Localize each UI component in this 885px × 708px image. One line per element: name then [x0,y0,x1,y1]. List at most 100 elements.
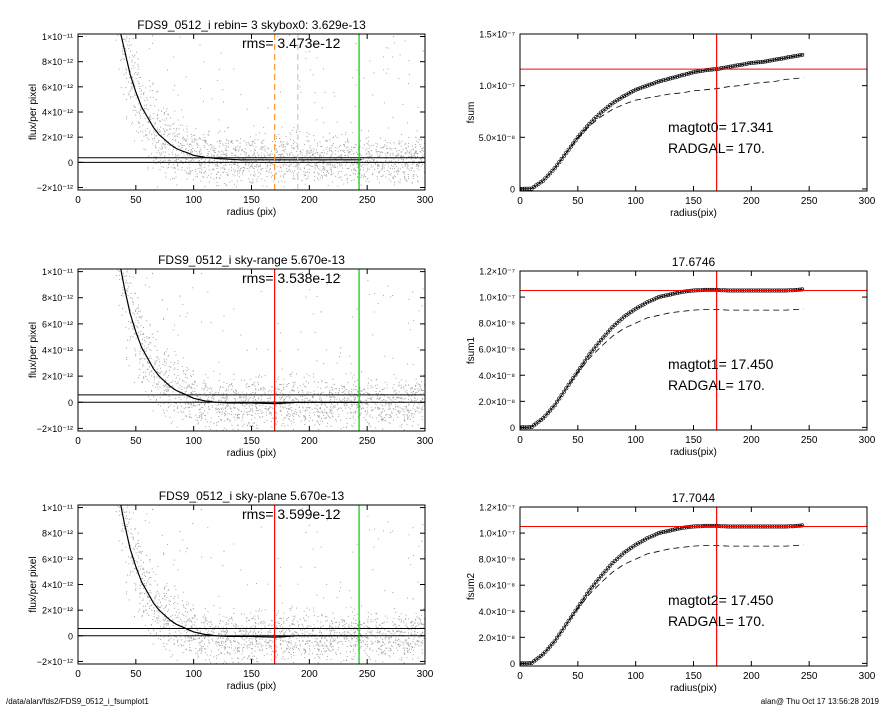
scatter-point [334,165,336,167]
scatter-point [203,388,205,390]
x-tick-label: 150 [243,436,260,447]
scatter-point [269,169,271,171]
scatter-point [292,413,294,414]
scatter-point [344,155,346,157]
scatter-point [158,358,160,360]
scatter-point [122,58,124,60]
scatter-point [135,114,137,116]
fsum-point [543,176,548,181]
scatter-point [339,164,341,166]
scatter-point [353,374,355,376]
scatter-point [177,408,178,409]
scatter-point [304,385,305,387]
scatter-point [262,411,264,413]
scatter-point [174,367,176,369]
scatter-point [169,128,170,130]
scatter-point [421,148,423,149]
scatter-point [349,355,350,357]
scatter-point [283,417,285,419]
scatter-point [423,147,425,149]
scatter-point [335,150,337,151]
scatter-point [238,414,240,415]
scatter-point [336,398,338,400]
scatter-point [414,409,416,411]
scatter-point [227,413,229,415]
scatter-point [179,295,181,297]
scatter-point [411,395,413,397]
scatter-point [156,127,158,129]
scatter-point [100,2,101,3]
scatter-point [125,87,127,89]
scatter-point [323,414,325,416]
scatter-point [97,12,98,13]
scatter-point [289,165,291,167]
scatter-point [243,151,245,152]
scatter-point [380,412,382,414]
scatter-point [380,419,382,420]
scatter-point [261,376,263,378]
scatter-point [103,4,104,5]
scatter-point [207,152,209,154]
scatter-point [296,173,298,175]
scatter-point [418,161,420,162]
y-tick-label: 4.0×10⁻⁸ [479,371,516,381]
scatter-point [108,86,109,87]
scatter-point [252,383,254,385]
scatter-point [258,383,259,385]
scatter-point [330,417,332,419]
scatter-point [145,391,147,393]
scatter-point [233,392,235,393]
scatter-point [279,332,281,334]
scatter-point [245,152,247,154]
scatter-point [124,58,125,60]
scatter-point [181,412,183,413]
scatter-point [237,418,239,420]
scatter-point [394,156,396,158]
scatter-point [174,110,176,112]
scatter-point [202,155,204,157]
scatter-point [242,157,244,159]
scatter-point [420,408,422,410]
scatter-point [152,42,153,44]
scatter-point [185,316,187,318]
scatter-point [292,389,294,391]
scatter-point [411,167,413,169]
scatter-point [366,160,368,162]
scatter-point [322,161,324,163]
scatter-point [124,54,126,56]
scatter-point [220,156,222,158]
scatter-point [235,146,237,148]
scatter-point [136,130,138,132]
scatter-point [152,143,154,145]
scatter-point [349,165,351,167]
scatter-point [192,150,194,152]
scatter-point [186,143,188,145]
scatter-point [172,391,174,393]
fsum-point [663,293,668,298]
scatter-point [326,153,328,155]
scatter-point [281,126,283,128]
scatter-point [237,164,239,166]
scatter-point [263,421,265,423]
scatter-point [297,400,299,402]
scatter-point [286,164,288,166]
scatter-point [208,174,210,176]
scatter-point [157,129,159,131]
scatter-point [380,152,381,154]
scatter-point [354,410,356,412]
scatter-point [264,180,266,182]
scatter-point [115,24,116,25]
scatter-point [305,51,307,53]
scatter-point [208,134,210,136]
scatter-point [372,160,374,162]
scatter-point [278,376,280,378]
scatter-point [410,391,412,393]
scatter-point [191,170,193,171]
scatter-point [420,393,422,395]
scatter-point [236,140,237,142]
scatter-point [316,165,318,167]
scatter-point [307,163,309,165]
scatter-point [166,387,168,389]
scatter-point [369,393,370,395]
scatter-point [305,418,307,420]
